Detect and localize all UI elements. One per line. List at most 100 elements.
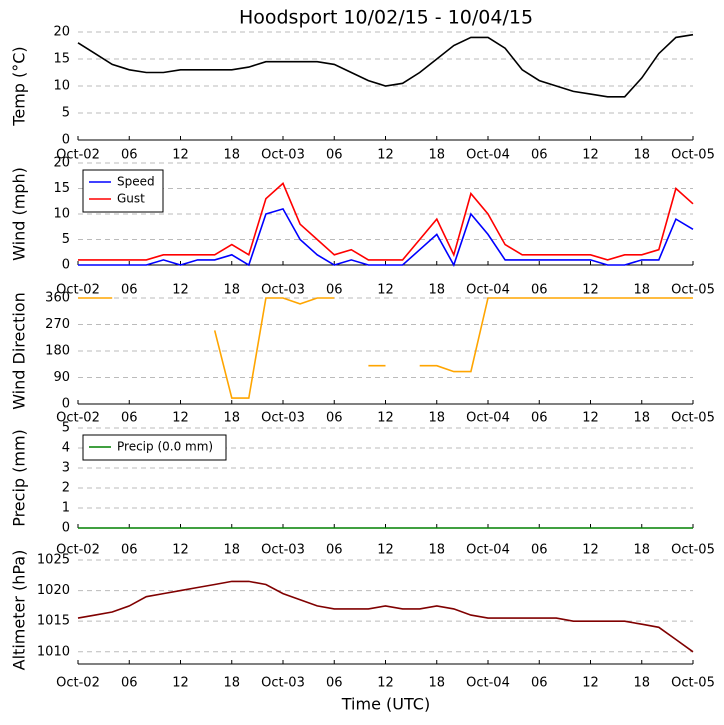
x-axis-label: Time (UTC) — [341, 695, 430, 714]
x-tick-label: 12 — [377, 676, 394, 691]
y-axis-label: Precip (mm) — [10, 429, 29, 527]
y-axis-label: Altimeter (hPa) — [10, 550, 29, 671]
x-tick-label: Oct-05 — [671, 543, 715, 558]
y-tick-label: 5 — [62, 106, 70, 121]
x-tick-label: Oct-02 — [56, 676, 100, 691]
y-tick-label: 4 — [62, 441, 70, 456]
legend-label: Gust — [117, 192, 145, 206]
y-tick-label: 20 — [53, 156, 70, 171]
x-tick-label: 06 — [531, 676, 548, 691]
x-tick-label: Oct-02 — [56, 411, 100, 426]
y-tick-label: 180 — [45, 344, 70, 359]
data-line — [77, 33, 694, 98]
x-tick-label: 18 — [223, 676, 240, 691]
x-tick-label: 06 — [531, 283, 548, 298]
figure-title: Hoodsport 10/02/15 - 10/04/15 — [239, 7, 533, 29]
x-tick-label: 12 — [582, 676, 599, 691]
y-tick-label: 15 — [53, 181, 70, 196]
y-tick-label: 1015 — [37, 614, 70, 629]
y-axis-label: Wind Direction — [10, 292, 29, 410]
x-tick-label: Oct-02 — [56, 543, 100, 558]
y-tick-label: 2 — [62, 481, 70, 496]
x-tick-label: 18 — [223, 411, 240, 426]
x-tick-label: Oct-04 — [466, 676, 510, 691]
x-tick-label: Oct-03 — [261, 148, 305, 163]
x-tick-label: Oct-02 — [56, 148, 100, 163]
y-tick-label: 1025 — [37, 553, 70, 568]
x-tick-label: 12 — [172, 411, 189, 426]
y-tick-label: 270 — [45, 317, 70, 332]
y-tick-label: 0 — [62, 397, 70, 412]
x-tick-label: 12 — [377, 148, 394, 163]
x-tick-label: 12 — [172, 148, 189, 163]
x-tick-label: 12 — [582, 411, 599, 426]
x-tick-label: Oct-04 — [466, 148, 510, 163]
y-tick-label: 15 — [53, 52, 70, 67]
x-tick-label: Oct-02 — [56, 283, 100, 298]
x-tick-label: 18 — [633, 283, 650, 298]
x-tick-label: 06 — [121, 148, 138, 163]
legend: Precip (0.0 mm) — [82, 434, 227, 461]
y-tick-label: 0 — [62, 133, 70, 148]
y-tick-label: 90 — [53, 370, 70, 385]
x-tick-label: 06 — [531, 543, 548, 558]
legend-box — [82, 169, 164, 213]
x-tick-label: 18 — [223, 283, 240, 298]
y-tick-label: 20 — [53, 25, 70, 40]
x-tick-label: 06 — [326, 543, 343, 558]
y-axis-label: Temp (°C) — [10, 46, 29, 126]
x-tick-label: Oct-04 — [466, 411, 510, 426]
x-tick-label: 06 — [531, 411, 548, 426]
y-tick-label: 1010 — [37, 644, 70, 659]
y-tick-label: 1 — [62, 501, 70, 516]
x-tick-label: Oct-04 — [466, 543, 510, 558]
x-tick-label: 12 — [582, 283, 599, 298]
x-tick-label: 06 — [326, 283, 343, 298]
data-line — [77, 580, 694, 653]
x-tick-label: 06 — [121, 283, 138, 298]
y-tick-label: 5 — [62, 232, 70, 247]
data-line — [78, 297, 693, 399]
y-axis-label: Wind (mph) — [10, 167, 29, 261]
x-tick-label: Oct-04 — [466, 283, 510, 298]
x-tick-label: 12 — [582, 543, 599, 558]
x-tick-label: 18 — [223, 148, 240, 163]
y-tick-label: 0 — [62, 258, 70, 273]
x-tick-label: 12 — [377, 543, 394, 558]
x-tick-label: Oct-05 — [671, 148, 715, 163]
x-tick-label: 18 — [428, 283, 445, 298]
x-tick-label: 18 — [633, 411, 650, 426]
x-tick-label: 06 — [326, 676, 343, 691]
x-tick-label: Oct-05 — [671, 283, 715, 298]
y-tick-label: 3 — [62, 461, 70, 476]
y-tick-label: 1020 — [37, 583, 70, 598]
data-line — [78, 182, 694, 261]
x-tick-label: 18 — [428, 543, 445, 558]
x-tick-label: Oct-03 — [261, 543, 305, 558]
x-tick-label: 18 — [633, 148, 650, 163]
x-tick-label: 12 — [172, 676, 189, 691]
data-line — [78, 207, 694, 267]
x-tick-label: 06 — [531, 148, 548, 163]
x-tick-label: Oct-03 — [261, 676, 305, 691]
y-tick-label: 0 — [62, 521, 70, 536]
legend-label: Precip (0.0 mm) — [117, 440, 213, 454]
x-tick-label: 18 — [428, 676, 445, 691]
y-tick-label: 360 — [45, 291, 70, 306]
x-tick-label: 06 — [121, 411, 138, 426]
x-tick-label: 06 — [326, 148, 343, 163]
x-tick-label: Oct-03 — [261, 283, 305, 298]
y-tick-label: 10 — [53, 79, 70, 94]
x-tick-label: 12 — [377, 283, 394, 298]
x-tick-label: Oct-05 — [671, 411, 715, 426]
x-tick-label: Oct-05 — [671, 676, 715, 691]
x-tick-label: 06 — [121, 543, 138, 558]
x-tick-label: 12 — [172, 283, 189, 298]
y-tick-label: 10 — [53, 207, 70, 222]
x-tick-label: 18 — [223, 543, 240, 558]
x-tick-label: 06 — [121, 676, 138, 691]
legend: Speed Gust — [82, 169, 164, 213]
x-tick-label: 18 — [428, 148, 445, 163]
